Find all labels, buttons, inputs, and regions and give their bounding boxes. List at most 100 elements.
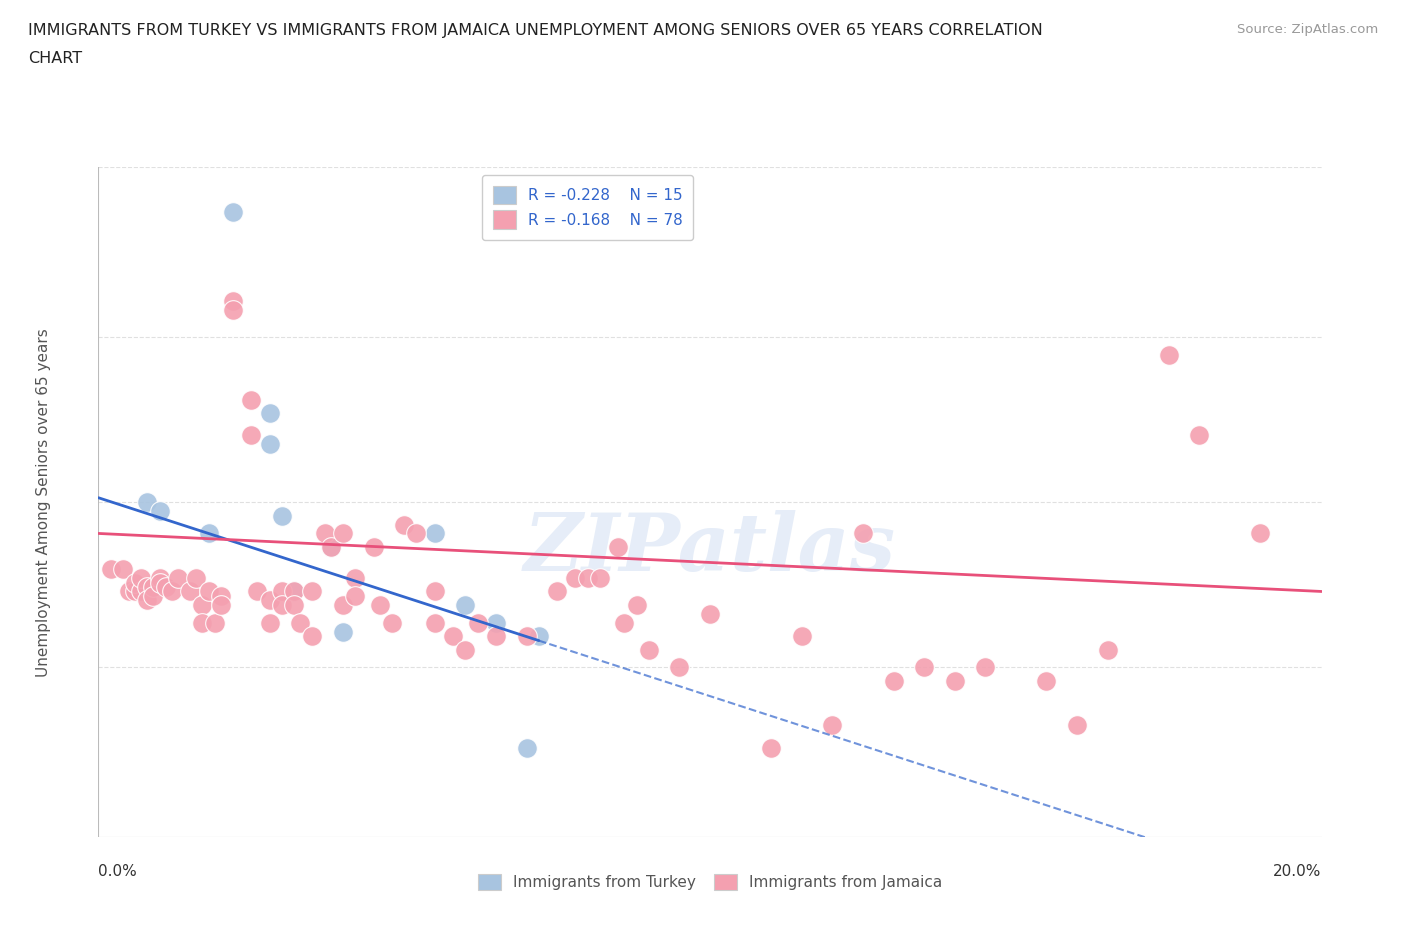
- Point: [423, 526, 446, 541]
- Point: [912, 660, 935, 675]
- Point: [516, 740, 538, 755]
- Point: [1097, 642, 1119, 657]
- Point: [423, 584, 446, 599]
- Point: [454, 597, 477, 612]
- Point: [485, 616, 508, 631]
- Point: [283, 584, 305, 599]
- Point: [974, 660, 997, 675]
- Point: [240, 428, 263, 443]
- Point: [222, 303, 245, 318]
- Point: [124, 575, 146, 590]
- Point: [1249, 526, 1271, 541]
- Point: [319, 539, 342, 554]
- Point: [136, 579, 159, 594]
- Point: [564, 571, 586, 586]
- Point: [142, 589, 165, 604]
- Point: [344, 589, 367, 604]
- Point: [1157, 348, 1180, 363]
- Text: 0.0%: 0.0%: [98, 864, 138, 879]
- Point: [883, 673, 905, 688]
- Point: [314, 526, 336, 541]
- Point: [332, 597, 354, 612]
- Point: [142, 579, 165, 594]
- Point: [149, 571, 172, 586]
- Point: [626, 597, 648, 612]
- Point: [332, 526, 354, 541]
- Point: [283, 597, 305, 612]
- Point: [191, 616, 214, 631]
- Point: [136, 593, 159, 608]
- Point: [821, 718, 844, 733]
- Text: Source: ZipAtlas.com: Source: ZipAtlas.com: [1237, 23, 1378, 36]
- Point: [149, 575, 172, 590]
- Point: [100, 562, 122, 577]
- Point: [423, 616, 446, 631]
- Point: [209, 589, 232, 604]
- Point: [301, 584, 323, 599]
- Point: [467, 616, 489, 631]
- Point: [301, 629, 323, 644]
- Point: [405, 526, 427, 541]
- Point: [1066, 718, 1088, 733]
- Point: [246, 584, 269, 599]
- Point: [1035, 673, 1057, 688]
- Text: 20.0%: 20.0%: [1274, 864, 1322, 879]
- Point: [283, 584, 305, 599]
- Point: [259, 616, 281, 631]
- Point: [118, 584, 141, 599]
- Point: [270, 508, 292, 523]
- Legend: Immigrants from Turkey, Immigrants from Jamaica: Immigrants from Turkey, Immigrants from …: [471, 868, 949, 897]
- Point: [344, 571, 367, 586]
- Point: [381, 616, 404, 631]
- Point: [259, 593, 281, 608]
- Point: [270, 584, 292, 599]
- Text: CHART: CHART: [28, 51, 82, 66]
- Point: [527, 629, 550, 644]
- Point: [259, 405, 281, 420]
- Text: IMMIGRANTS FROM TURKEY VS IMMIGRANTS FROM JAMAICA UNEMPLOYMENT AMONG SENIORS OVE: IMMIGRANTS FROM TURKEY VS IMMIGRANTS FRO…: [28, 23, 1043, 38]
- Point: [1188, 428, 1211, 443]
- Point: [259, 437, 281, 452]
- Point: [485, 629, 508, 644]
- Point: [441, 629, 464, 644]
- Point: [852, 526, 875, 541]
- Point: [167, 571, 190, 586]
- Point: [790, 629, 813, 644]
- Point: [160, 584, 183, 599]
- Point: [319, 539, 342, 554]
- Point: [179, 584, 201, 599]
- Point: [699, 606, 721, 621]
- Point: [149, 504, 172, 519]
- Point: [392, 517, 416, 532]
- Point: [124, 584, 146, 599]
- Point: [613, 616, 636, 631]
- Point: [111, 562, 134, 577]
- Point: [209, 597, 232, 612]
- Point: [668, 660, 690, 675]
- Point: [943, 673, 966, 688]
- Point: [129, 571, 152, 586]
- Point: [290, 616, 312, 631]
- Point: [191, 597, 214, 612]
- Point: [454, 642, 477, 657]
- Point: [197, 526, 219, 541]
- Point: [516, 629, 538, 644]
- Point: [222, 205, 245, 219]
- Point: [204, 616, 226, 631]
- Point: [332, 624, 354, 639]
- Point: [129, 584, 152, 599]
- Point: [240, 392, 263, 407]
- Point: [546, 584, 568, 599]
- Point: [197, 584, 219, 599]
- Point: [759, 740, 782, 755]
- Point: [136, 495, 159, 510]
- Point: [222, 294, 245, 309]
- Text: Unemployment Among Seniors over 65 years: Unemployment Among Seniors over 65 years: [37, 328, 51, 677]
- Point: [363, 539, 385, 554]
- Point: [576, 571, 599, 586]
- Point: [589, 571, 612, 586]
- Point: [155, 579, 177, 594]
- Point: [637, 642, 661, 657]
- Point: [607, 539, 630, 554]
- Point: [270, 597, 292, 612]
